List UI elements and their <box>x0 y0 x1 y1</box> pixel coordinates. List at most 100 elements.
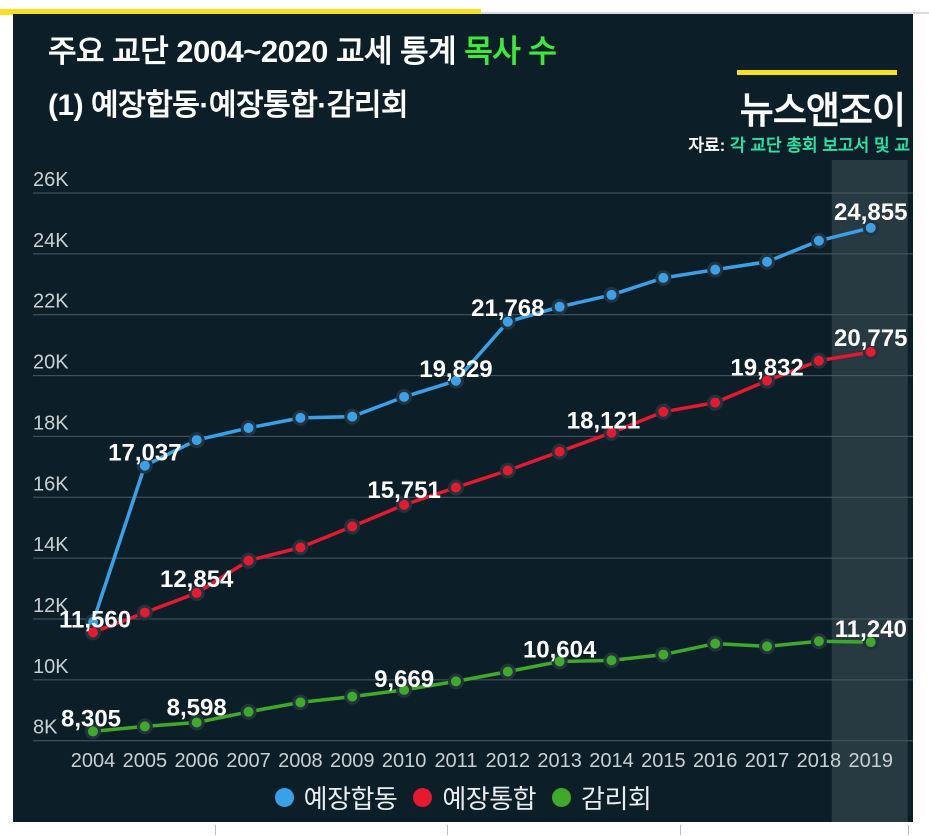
data-label-감리회-2010: 9,669 <box>374 666 434 693</box>
x-axis-label: 2008 <box>278 750 323 772</box>
x-axis-label: 2018 <box>797 750 842 772</box>
data-point-예장통합-2006 <box>188 585 205 602</box>
data-point-감리회-2007 <box>240 703 257 720</box>
highlight-band-2019 <box>831 160 908 822</box>
x-axis-label: 2007 <box>226 750 271 772</box>
legend-label: 감리회 <box>581 784 652 814</box>
data-point-예장통합-2010 <box>396 496 413 513</box>
ruler-tick <box>215 825 216 835</box>
y-axis-label: 16K <box>33 473 69 495</box>
data-point-예장통합-2007 <box>240 552 257 569</box>
data-label-감리회-2019: 11,240 <box>835 616 907 643</box>
legend-dot-icon <box>552 788 572 807</box>
data-point-예장합동-2010 <box>396 388 413 405</box>
data-point-예장통합-2018 <box>810 352 827 369</box>
data-label-예장합동-2005: 17,037 <box>108 440 181 467</box>
x-axis-label: 2019 <box>849 750 894 772</box>
y-axis-label: 18K <box>33 412 69 434</box>
y-axis-label: 8K <box>33 717 58 739</box>
x-axis-label: 2004 <box>71 750 116 772</box>
line-chart: 26K 24K 22K 20K 18K 16K 14K 12K 10K 8K 2004 2005 200… <box>33 160 913 822</box>
data-point-예장합동-2015 <box>655 269 672 286</box>
data-point-예장합동-2018 <box>810 232 827 249</box>
data-point-감리회-2014 <box>603 652 620 669</box>
data-point-예장합동-2014 <box>603 286 620 303</box>
data-point-감리회-2012 <box>499 663 516 680</box>
data-point-예장합동-2009 <box>344 408 361 425</box>
data-point-감리회-2010 <box>396 681 413 698</box>
legend-item-예장합동: 예장합동 <box>274 779 398 816</box>
chart-title-text: 주요 교단 2004~2020 교세 통계 <box>48 34 465 69</box>
data-label-예장합동-2012: 21,768 <box>471 295 544 322</box>
x-axis-label: 2011 <box>434 750 477 772</box>
data-point-예장통합-2004 <box>85 624 101 641</box>
x-axis-label: 2014 <box>589 750 634 772</box>
data-point-감리회-2015 <box>655 646 672 663</box>
legend-label: 예장합동 <box>303 784 398 814</box>
data-label-감리회-2004: 8,305 <box>61 705 121 732</box>
x-axis-label: 2013 <box>537 750 582 772</box>
data-label-예장통합-2019: 20,775 <box>834 325 907 352</box>
data-label-예장합동-2011: 19,829 <box>419 356 492 383</box>
data-label-예장통합-2017: 19,832 <box>730 355 803 382</box>
data-point-예장합동-2012 <box>499 313 516 330</box>
x-axis-label: 2005 <box>123 750 168 772</box>
x-axis-label: 2006 <box>174 750 219 772</box>
y-axis-label: 12K <box>33 595 69 617</box>
legend-item-감리회: 감리회 <box>552 779 652 816</box>
data-label-예장통합-2014: 18,121 <box>567 408 640 435</box>
x-axis-label: 2016 <box>693 750 738 772</box>
data-point-감리회-2008 <box>292 694 309 711</box>
data-point-예장합동-2013 <box>551 298 568 315</box>
data-point-감리회-2019 <box>862 634 879 651</box>
x-axis-label: 2012 <box>486 750 531 772</box>
data-point-예장통합-2019 <box>862 343 879 360</box>
y-axis-label: 20K <box>33 352 69 374</box>
chart-title: 주요 교단 2004~2020 교세 통계 목사 수 <box>48 26 557 71</box>
data-point-예장합동-2019 <box>862 219 879 236</box>
data-point-예장합동-2005 <box>136 457 153 474</box>
y-axis-label: 10K <box>33 656 69 678</box>
y-axis-label: 14K <box>33 534 69 556</box>
data-point-감리회-2009 <box>344 688 361 705</box>
data-point-예장통합-2009 <box>344 518 361 535</box>
series-line-예장통합 <box>92 350 872 635</box>
data-point-감리회-2018 <box>810 633 827 650</box>
data-point-예장통합-2015 <box>655 403 672 420</box>
data-point-예장합동-2008 <box>292 409 309 426</box>
source-line: 자료: 각 교단 총회 보고서 및 교 <box>688 131 910 156</box>
data-point-감리회-2011 <box>447 673 464 690</box>
data-point-예장합동-2017 <box>759 253 776 270</box>
data-label-예장통합-2006: 12,854 <box>160 566 234 593</box>
x-axis-label: 2017 <box>745 750 790 772</box>
data-label-감리회-2006: 8,598 <box>167 695 227 722</box>
infographic-slide: 주요 교단 2004~2020 교세 통계 목사 수 (1) 예장합동·예장통합… <box>13 14 913 822</box>
data-point-예장통합-2012 <box>499 462 516 479</box>
data-point-예장합동-2016 <box>707 261 724 278</box>
top-yellow-bar <box>0 9 481 15</box>
chart-subtitle: (1) 예장합동·예장통합·감리회 <box>48 89 409 122</box>
data-point-감리회-2006 <box>188 714 205 731</box>
ruler-tick <box>680 825 681 835</box>
series-line-감리회 <box>92 639 871 734</box>
data-point-예장합동-2006 <box>188 432 205 449</box>
data-point-예장통합-2011 <box>447 479 464 496</box>
ruler-tick <box>908 825 909 835</box>
data-point-예장통합-2008 <box>292 539 309 556</box>
data-point-감리회-2017 <box>759 638 776 655</box>
x-axis-label: 2009 <box>330 750 375 772</box>
legend-label: 예장통합 <box>442 784 537 814</box>
legend-dot-icon <box>274 788 294 807</box>
y-axis-label: 24K <box>33 230 69 252</box>
x-axis-label: 2010 <box>382 750 427 772</box>
data-point-감리회-2005 <box>136 718 153 735</box>
data-point-예장통합-2017 <box>759 372 776 389</box>
ruler-tick <box>447 825 448 835</box>
chart-legend: 예장합동 예장통합 감리회 <box>13 779 913 816</box>
data-point-예장합동-2011 <box>447 372 464 389</box>
series-line-예장합동 <box>91 226 872 623</box>
newsnjoy-logo: 뉴스앤조이 <box>739 90 906 131</box>
source-text: 각 교단 총회 보고서 및 교 <box>729 136 910 155</box>
data-point-예장통합-2005 <box>136 604 153 621</box>
y-axis-label: 22K <box>33 291 69 313</box>
